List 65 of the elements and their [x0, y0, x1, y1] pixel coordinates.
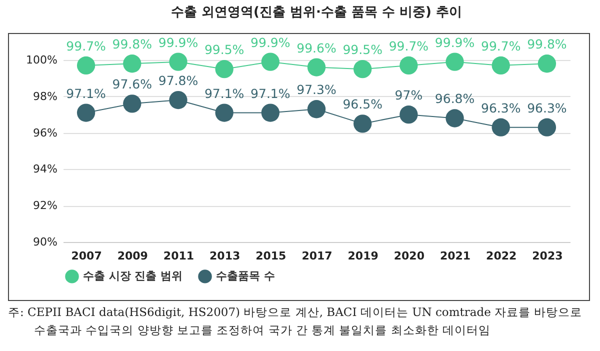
point [400, 106, 418, 124]
x-tick-label: 2009 [117, 250, 148, 262]
data-label: 97.6% [112, 76, 152, 92]
point [354, 114, 372, 133]
data-label: 97.1% [204, 86, 244, 101]
point [492, 56, 510, 75]
y-tick-label: 98% [33, 90, 58, 103]
x-tick-label: 2017 [302, 250, 332, 262]
data-label: 97.8% [158, 73, 198, 88]
point [307, 100, 326, 118]
point [76, 56, 96, 75]
data-label: 96.5% [342, 96, 383, 112]
x-tick-label: 2011 [163, 250, 194, 262]
point [446, 52, 464, 71]
data-label: 96.8% [434, 91, 475, 106]
x-tick-label: 2020 [394, 250, 425, 262]
text: 주: CEPII BACI data(HS6digit, HS2007) 바탕으로 계산, BACI 데이터는 UN comtrade 자료를 바탕으로 수출국과 수입국의 양방향 보고를 조정하여 국가 간 통계 불일치를 최소화한 데이터임 [8, 304, 584, 339]
x-tick-label: 2022 [486, 250, 517, 262]
point [169, 52, 188, 71]
data-label: 97% [394, 88, 423, 103]
chart-title: 수출 외연영역(진출 범위·수출 품목 수 비중) 추이 [171, 4, 462, 20]
point [538, 118, 556, 136]
y-tick-label: 92% [33, 199, 58, 212]
point [261, 104, 280, 122]
point [538, 54, 556, 73]
point [446, 109, 464, 128]
data-label: 99.7% [481, 38, 521, 54]
data-label: 99.7% [388, 38, 429, 54]
data-label: 99.9% [158, 34, 198, 50]
x-tick-label: 2013 [210, 250, 240, 262]
point [400, 56, 418, 75]
y-tick-label: 90% [33, 236, 58, 248]
data-label: 99.5% [342, 42, 383, 58]
data-label: 97.1% [250, 86, 290, 101]
y-tick-label: 94% [33, 162, 58, 176]
data-label: 99.7% [66, 38, 106, 54]
legend-label: 수출품목 수 [216, 269, 275, 282]
data-label: 96.3% [481, 100, 521, 116]
data-label: 99.6% [296, 40, 336, 56]
data-label: 97.1% [66, 86, 106, 101]
x-tick-label: 2007 [71, 250, 102, 262]
point [123, 94, 142, 113]
point [261, 52, 280, 71]
data-label: 97.3% [296, 82, 336, 98]
data-label: 99.8% [527, 36, 567, 52]
x-tick-label: 2019 [348, 250, 378, 262]
data-label: 99.9% [250, 34, 290, 50]
point [76, 104, 96, 122]
point [215, 104, 234, 122]
point [123, 54, 142, 73]
x-tick-label: 2015 [256, 250, 286, 262]
y-tick-label: 100% [26, 54, 58, 66]
point [215, 60, 234, 78]
point [307, 58, 326, 76]
data-label: 99.8% [112, 36, 152, 52]
data-label: 99.5% [204, 42, 244, 58]
x-tick-label: 2023 [532, 250, 563, 262]
point [354, 60, 372, 78]
point [169, 90, 188, 110]
data-label: 99.9% [434, 34, 475, 50]
x-tick-label: 2021 [440, 250, 471, 262]
point [492, 118, 510, 136]
legend-label: 수출 시장 진출 범위 [83, 269, 182, 282]
y-tick-label: 96% [33, 126, 58, 140]
data-label: 96.3% [527, 100, 567, 116]
